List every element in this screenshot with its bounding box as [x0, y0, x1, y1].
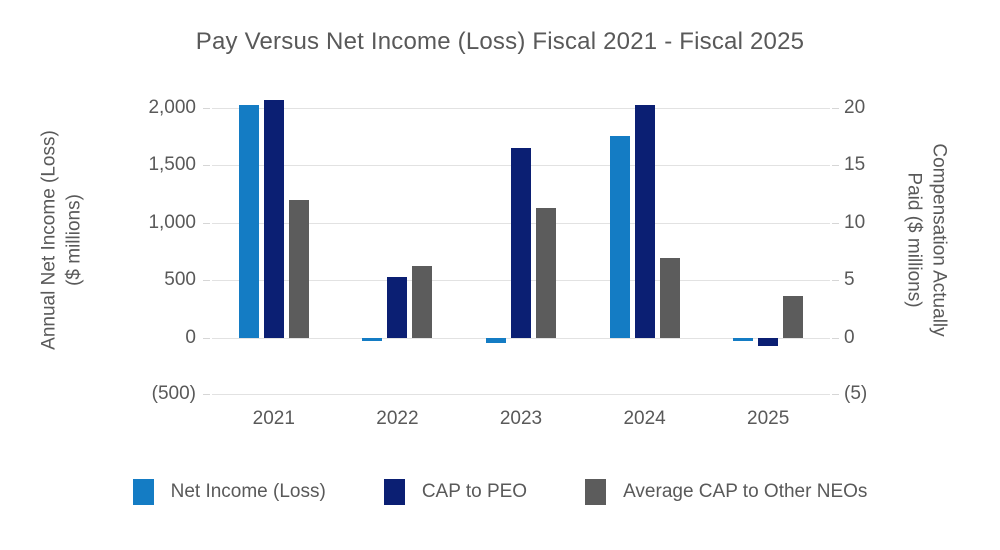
bar-2024-series-2	[659, 258, 680, 338]
right-axis-tick-label: 0	[844, 326, 855, 348]
axis-tick-mark	[832, 337, 839, 339]
legend-label: Average CAP to Other NEOs	[623, 481, 868, 502]
axis-tick-mark	[203, 165, 210, 167]
right-axis-tick-label: 20	[844, 96, 866, 118]
x-axis-label: 2022	[376, 408, 419, 429]
bar-2021-series-2	[288, 199, 309, 338]
bar-2022-series-0	[362, 338, 383, 341]
left-axis-tick-label: (500)	[151, 383, 196, 404]
bar-2025-series-1	[758, 338, 779, 347]
legend-item: Net Income (Loss)	[132, 479, 326, 505]
plot-area	[212, 85, 830, 395]
legend-swatch-icon	[132, 479, 154, 505]
axis-tick-mark	[203, 280, 210, 282]
axis-tick-mark	[832, 222, 839, 224]
bar-2024-series-0	[609, 135, 630, 338]
bar-2021-series-0	[238, 104, 259, 338]
bar-2025-series-2	[783, 296, 804, 338]
legend-label: Net Income (Loss)	[170, 481, 326, 502]
legend-swatch-icon	[383, 479, 405, 505]
axis-tick-mark	[203, 107, 210, 109]
axis-tick-mark	[832, 107, 839, 109]
right-axis-tick-label: 5	[844, 269, 855, 291]
axis-tick-mark	[203, 222, 210, 224]
legend-item: Average CAP to Other NEOs	[585, 479, 867, 505]
right-axis-tick-label: 10	[844, 211, 866, 233]
gridline	[212, 107, 830, 109]
right-axis-title-line1: Compensation Actually	[928, 143, 950, 337]
left-axis-tick-label: 1,000	[148, 211, 196, 233]
left-axis-title-line1: Annual Net Income (Loss)	[38, 130, 60, 350]
axis-tick-mark	[832, 280, 839, 282]
bar-2025-series-0	[733, 338, 754, 341]
bar-2022-series-2	[412, 266, 433, 338]
bar-2021-series-1	[263, 99, 284, 338]
right-axis-tick-label: 15	[844, 154, 866, 176]
axis-tick-mark	[832, 165, 839, 167]
left-axis-tick-label: 2,000	[148, 96, 196, 118]
bar-2023-series-1	[511, 148, 531, 338]
legend-item: CAP to PEO	[383, 479, 528, 505]
bar-2024-series-1	[634, 104, 655, 338]
axis-tick-mark	[203, 394, 210, 395]
bar-2023-series-2	[536, 207, 556, 338]
gridline	[212, 337, 830, 339]
gridline	[212, 394, 830, 395]
x-axis-label: 2023	[499, 408, 543, 429]
left-axis-tick-label: 500	[164, 269, 196, 291]
x-axis-label: 2025	[747, 408, 790, 429]
bar-2023-series-0	[486, 338, 506, 343]
left-axis-tick-label: 1,500	[148, 154, 196, 176]
bar-2022-series-1	[387, 276, 408, 338]
x-axis-label: 2024	[623, 408, 666, 429]
right-axis-tick-label: (5)	[844, 383, 868, 404]
legend-swatch-icon	[585, 479, 607, 505]
chart-title: Pay Versus Net Income (Loss) Fiscal 2021…	[195, 28, 805, 55]
left-axis-tick-label: 0	[185, 326, 196, 348]
x-axis-label: 2021	[252, 408, 295, 429]
legend: Net Income (Loss) CAP to PEO Average CAP t…	[0, 474, 1000, 510]
legend-label: CAP to PEO	[421, 481, 528, 502]
axis-tick-mark	[832, 394, 839, 395]
axis-tick-mark	[203, 337, 210, 339]
